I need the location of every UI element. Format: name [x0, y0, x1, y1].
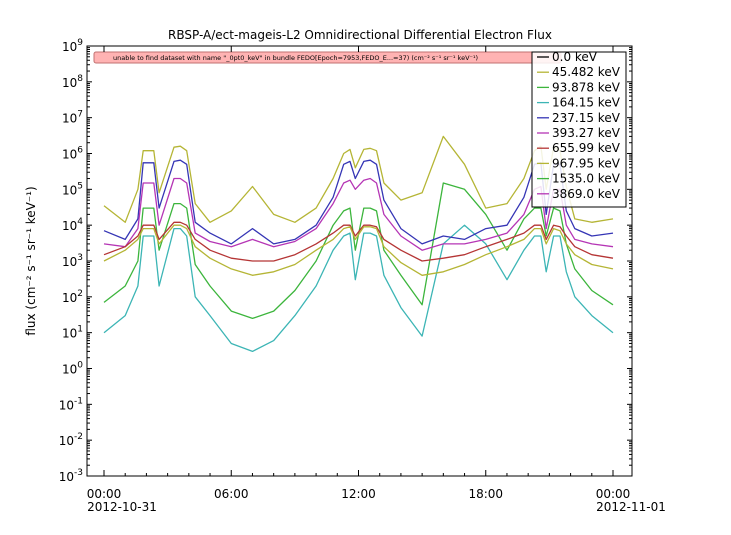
legend-label: 164.15 keV [552, 96, 621, 110]
legend-label: 237.15 keV [552, 111, 621, 125]
chart-title: RBSP-A/ect-mageis-L2 Omnidirectional Dif… [168, 28, 552, 42]
y-tick-label: 108 [62, 74, 83, 90]
series-line [103, 224, 614, 276]
legend-label: 93.878 keV [552, 80, 621, 94]
warning-text: unable to find dataset with name "_0pt0_… [113, 54, 478, 62]
y-axis-label: flux (cm⁻² s⁻¹ sr⁻¹ keV⁻¹) [24, 186, 38, 335]
x-tick-label: 06:00 [214, 487, 249, 501]
legend-label: 967.95 keV [552, 156, 621, 170]
legend-box [531, 51, 627, 208]
legend-label: 3869.0 keV [552, 187, 621, 201]
x-tick-label: 18:00 [468, 487, 503, 501]
legend-label: 0.0 keV [552, 50, 598, 64]
y-tick-label: 109 [62, 38, 83, 54]
series-lines [103, 135, 614, 353]
series-line [103, 224, 614, 353]
legend-label: 655.99 keV [552, 141, 621, 155]
y-tick-label: 102 [62, 289, 83, 305]
x-tick-date-label: 2012-10-31 [87, 500, 157, 514]
series-line [103, 177, 614, 251]
warning-banner: unable to find dataset with name "_0pt0_… [93, 51, 562, 64]
y-tick-label: 104 [62, 217, 83, 233]
y-tick-label: 10-1 [59, 396, 83, 412]
x-tick-date-label: 2012-11-01 [596, 500, 666, 514]
x-tick-label: 00:00 [596, 487, 631, 501]
y-tick-label: 105 [62, 181, 83, 197]
y-tick-label: 107 [62, 110, 83, 126]
x-tick-label: 00:00 [87, 487, 122, 501]
y-tick-label: 103 [62, 253, 83, 269]
y-tick-label: 10-3 [59, 468, 83, 484]
x-tick-label: 12:00 [341, 487, 376, 501]
y-tick-label: 10-2 [59, 432, 83, 448]
y-tick-label: 106 [62, 146, 83, 162]
series-line [103, 221, 614, 262]
legend-label: 393.27 keV [552, 126, 621, 140]
legend-label: 45.482 keV [552, 65, 621, 79]
y-axis: 10-3 10-2 10-1 100 101 102 103 104 105 106 107 108 1… [59, 38, 632, 484]
series-line [103, 182, 614, 320]
y-tick-label: 100 [62, 361, 83, 377]
legend-label: 1535.0 keV [552, 172, 621, 186]
y-tick-label: 101 [62, 325, 83, 341]
